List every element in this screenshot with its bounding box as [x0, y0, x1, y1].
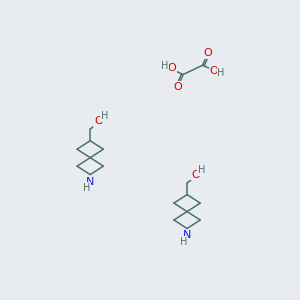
Text: H: H	[179, 237, 187, 247]
Text: H: H	[198, 165, 206, 175]
Text: O: O	[167, 63, 176, 73]
Text: H: H	[218, 68, 225, 78]
Text: O: O	[173, 82, 182, 92]
Text: N: N	[183, 230, 191, 240]
Text: H: H	[101, 111, 109, 121]
Text: O: O	[94, 116, 103, 126]
Text: O: O	[204, 48, 212, 58]
Text: O: O	[210, 66, 219, 76]
Text: N: N	[86, 176, 94, 187]
Text: H: H	[82, 183, 90, 193]
Text: H: H	[161, 61, 168, 71]
Text: O: O	[191, 169, 200, 180]
